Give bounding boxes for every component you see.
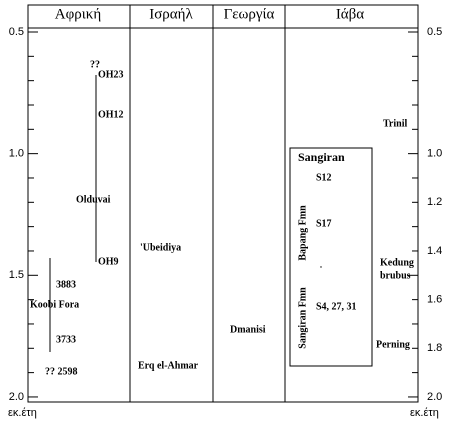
dot	[320, 266, 322, 268]
unit-label: εκ.έτη	[410, 407, 439, 419]
site-label: ??	[90, 59, 100, 70]
right-tick-label: 1.4	[427, 245, 442, 257]
site-label: OH12	[98, 109, 124, 120]
right-tick-label: 1.2	[427, 196, 442, 208]
site-label: Dmanisi	[230, 324, 266, 335]
column-header: Αφρική	[55, 6, 102, 22]
site-label: S12	[316, 172, 332, 183]
right-tick-label: 1.6	[427, 294, 442, 306]
site-label: Erq el-Ahmar	[138, 360, 199, 371]
right-tick-label: 1.8	[427, 342, 442, 354]
site-label: OH23	[98, 69, 124, 80]
site-label: 'Ubeidiya	[140, 242, 181, 253]
site-label: Koobi Fora	[30, 299, 79, 310]
formation-label: Sangiran Fmn	[297, 287, 308, 349]
site-label: 3883	[56, 279, 76, 290]
site-label: Perning	[376, 339, 410, 350]
site-label: 3733	[56, 334, 76, 345]
box-title: Sangiran	[298, 150, 345, 164]
site-label: S17	[316, 218, 332, 229]
column-header: Γεωργία	[224, 6, 275, 22]
right-tick-label: 0.5	[427, 26, 442, 38]
site-label: Trinil	[383, 118, 407, 129]
column-header: Ιάβα	[336, 6, 364, 22]
right-tick-label: 2.0	[427, 391, 442, 403]
site-label: OH9	[98, 256, 119, 267]
site-label: ?? 2598	[45, 366, 78, 377]
left-tick-label: 0.5	[9, 26, 24, 38]
frame	[27, 4, 419, 403]
left-tick-label: 1.0	[9, 148, 24, 160]
site-label: Olduvai	[76, 194, 111, 205]
sangiran-box	[289, 147, 373, 367]
left-tick-label: 1.5	[9, 269, 24, 281]
site-label: brubus	[380, 270, 411, 281]
site-label: S4, 27, 31	[316, 301, 357, 312]
unit-label: εκ.έτη	[8, 407, 37, 419]
site-label: Kedung	[380, 257, 414, 268]
column-header: Ισραήλ	[149, 6, 193, 22]
right-tick-label: 1.0	[427, 148, 442, 160]
left-tick-label: 2.0	[9, 391, 24, 403]
formation-label: Bapang Fmn	[297, 205, 308, 261]
